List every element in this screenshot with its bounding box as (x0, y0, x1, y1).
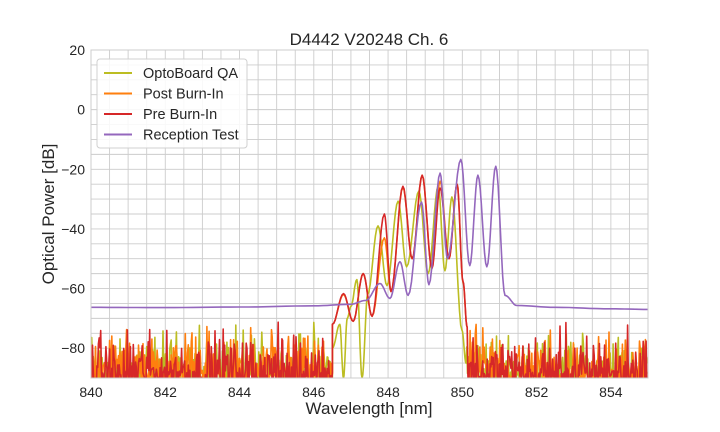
series-line-pre-burn-in (91, 174, 648, 378)
y-tick-label: 20 (69, 42, 85, 58)
chart-title: D4442 V20248 Ch. 6 (290, 30, 449, 49)
y-tick-label: −40 (61, 221, 85, 237)
series-line-reception-test (91, 158, 648, 311)
legend-box (96, 58, 248, 149)
x-tick-label: 846 (302, 384, 326, 400)
x-axis-label: Wavelength [nm] (306, 399, 433, 418)
x-tick-label: 844 (228, 384, 252, 400)
series-line-optoboard-qa (91, 185, 648, 378)
legend-label: Reception Test (143, 128, 239, 144)
x-tick-labels: 840 842 844 846 848 850 852 854 (79, 384, 622, 400)
x-tick-label: 842 (154, 384, 178, 400)
x-tick-label: 850 (451, 384, 475, 400)
y-axis-label: Optical Power [dB] (39, 144, 58, 285)
legend-label: Post Burn-In (143, 87, 224, 103)
legend-label: OptoBoard QA (143, 66, 238, 82)
y-tick-label: −80 (61, 340, 85, 356)
y-tick-label: −20 (61, 161, 85, 177)
legend: OptoBoard QA Post Burn-In Pre Burn-In Recep… (96, 58, 248, 149)
plot-frame (90, 49, 649, 379)
y-tick-label: 0 (77, 102, 85, 118)
y-tick-label: −60 (61, 281, 85, 297)
y-tick-labels: 20 0 −20 −40 −60 −80 (61, 42, 85, 356)
x-tick-label: 852 (525, 384, 549, 400)
x-tick-label: 848 (376, 384, 400, 400)
x-tick-label: 840 (79, 384, 103, 400)
x-tick-label: 854 (599, 384, 623, 400)
legend-label: Pre Burn-In (143, 107, 217, 123)
